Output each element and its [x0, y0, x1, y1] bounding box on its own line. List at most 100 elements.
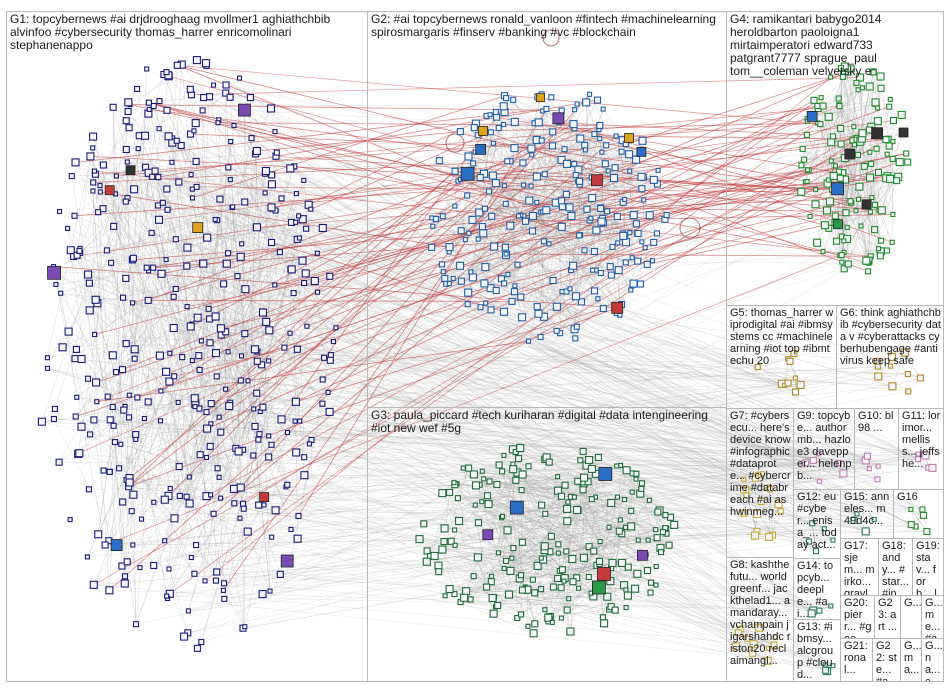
- edge: [443, 492, 450, 542]
- edge: [68, 170, 156, 332]
- edge: [831, 76, 844, 143]
- group-g20-box: G20: pierr... #goo...: [840, 595, 875, 639]
- edge: [548, 243, 621, 316]
- edge: [503, 123, 535, 125]
- edge: [804, 141, 861, 160]
- edge: [572, 457, 599, 582]
- edge: [178, 181, 318, 293]
- edge: [255, 153, 269, 458]
- edge: [99, 185, 167, 597]
- edge: [62, 288, 176, 348]
- group-g26-label: G... ma... ...: [904, 640, 922, 682]
- edge: [128, 454, 201, 487]
- edge: [271, 242, 300, 422]
- group-g7-box: G7: #cybersecu... here's device know #in…: [726, 408, 794, 558]
- edge: [504, 568, 599, 588]
- edge: [100, 135, 140, 193]
- group-g10-box: G10: bl98 ...: [854, 408, 899, 490]
- group-g11-label: G11: lorimor... melliss... jeffshe...: [902, 410, 941, 470]
- edge: [41, 402, 179, 422]
- edge: [151, 232, 221, 433]
- edge: [191, 282, 305, 558]
- edge: [234, 357, 325, 504]
- edge: [443, 468, 469, 550]
- edge: [164, 540, 225, 600]
- edge: [801, 165, 875, 230]
- edge: [502, 516, 611, 582]
- edge: [584, 214, 634, 251]
- edge: [70, 250, 230, 407]
- edge: [841, 154, 859, 237]
- edge: [231, 207, 271, 592]
- edge: [552, 131, 648, 265]
- edge: [740, 628, 775, 646]
- edge: [293, 293, 298, 539]
- edge: [435, 143, 494, 220]
- edge: [812, 523, 817, 552]
- edge: [576, 550, 594, 578]
- edge: [458, 520, 620, 532]
- edge: [135, 426, 256, 435]
- edge: [881, 178, 891, 211]
- edge: [859, 77, 865, 167]
- edge: [540, 235, 624, 338]
- edge: [840, 183, 867, 261]
- edge: [454, 205, 486, 268]
- edge: [598, 457, 642, 490]
- group-g24-label: G...: [904, 597, 922, 609]
- edge: [815, 142, 832, 190]
- edge: [561, 593, 592, 619]
- edge: [496, 484, 544, 560]
- edge: [463, 467, 600, 562]
- edge: [115, 193, 152, 234]
- edge: [456, 483, 542, 559]
- edge: [507, 222, 604, 275]
- edge: [129, 326, 191, 479]
- edge: [98, 369, 123, 535]
- edge: [868, 161, 908, 208]
- edge: [892, 352, 905, 387]
- edge: [818, 453, 844, 474]
- group-g19-box: G19: stav... forb... lola...: [912, 538, 944, 596]
- edge: [53, 418, 221, 433]
- edge: [512, 449, 551, 552]
- edge: [189, 199, 221, 504]
- edge: [483, 173, 608, 212]
- edge: [472, 132, 492, 278]
- edge: [564, 545, 670, 579]
- edge: [457, 180, 608, 212]
- edge: [557, 490, 560, 571]
- edge: [812, 523, 834, 541]
- edge: [558, 533, 667, 554]
- edge: [768, 489, 771, 537]
- edge: [438, 531, 620, 572]
- group-g5-label: G5: thomas_harrer wiprodigital #ai #ibms…: [730, 307, 834, 367]
- edge: [241, 284, 275, 356]
- edge: [515, 451, 633, 493]
- edge: [167, 184, 273, 599]
- edge: [511, 501, 569, 559]
- edge: [114, 441, 216, 574]
- edge: [504, 546, 545, 569]
- edge: [463, 560, 507, 598]
- edge: [808, 539, 834, 542]
- edge: [179, 404, 196, 467]
- edge: [504, 111, 570, 208]
- edge: [756, 473, 763, 515]
- group-g4-box: G4: ramikantari babygo2014 heroldbarton …: [726, 11, 944, 306]
- edge: [427, 544, 559, 552]
- edge: [581, 481, 612, 569]
- group-g5-box: G5: thomas_harrer wiprodigital #ai #ibms…: [726, 305, 837, 409]
- edge: [41, 161, 128, 422]
- edge: [87, 253, 229, 557]
- edge: [158, 219, 258, 362]
- edge: [461, 223, 637, 231]
- edge: [148, 209, 311, 271]
- edge: [488, 459, 590, 505]
- edge: [431, 118, 559, 219]
- edge: [131, 300, 149, 512]
- edge: [847, 227, 881, 256]
- edge: [439, 160, 567, 292]
- edge: [519, 501, 569, 579]
- group-g17-box: G17: sjem... mirko... grayli... #inn...: [840, 538, 879, 596]
